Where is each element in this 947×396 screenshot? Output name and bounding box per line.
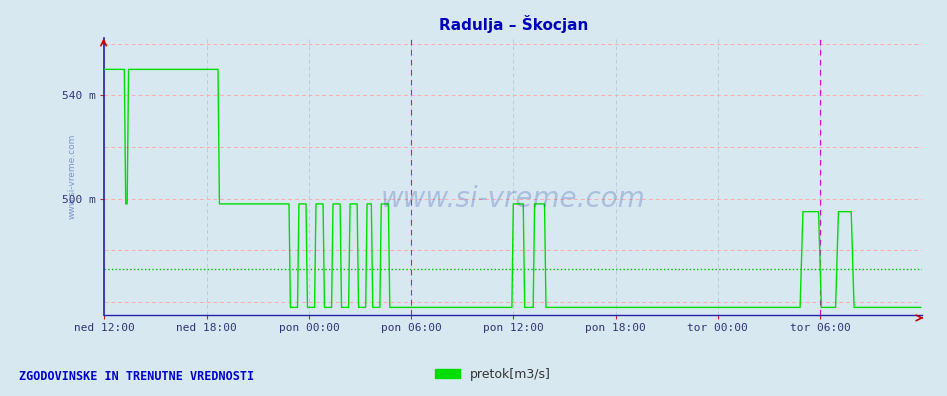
- Text: www.si-vreme.com: www.si-vreme.com: [67, 134, 76, 219]
- Text: ZGODOVINSKE IN TRENUTNE VREDNOSTI: ZGODOVINSKE IN TRENUTNE VREDNOSTI: [19, 370, 254, 383]
- Text: www.si-vreme.com: www.si-vreme.com: [381, 185, 646, 213]
- Legend: pretok[m3/s]: pretok[m3/s]: [430, 363, 555, 386]
- Title: Radulja – Škocjan: Radulja – Škocjan: [438, 15, 588, 33]
